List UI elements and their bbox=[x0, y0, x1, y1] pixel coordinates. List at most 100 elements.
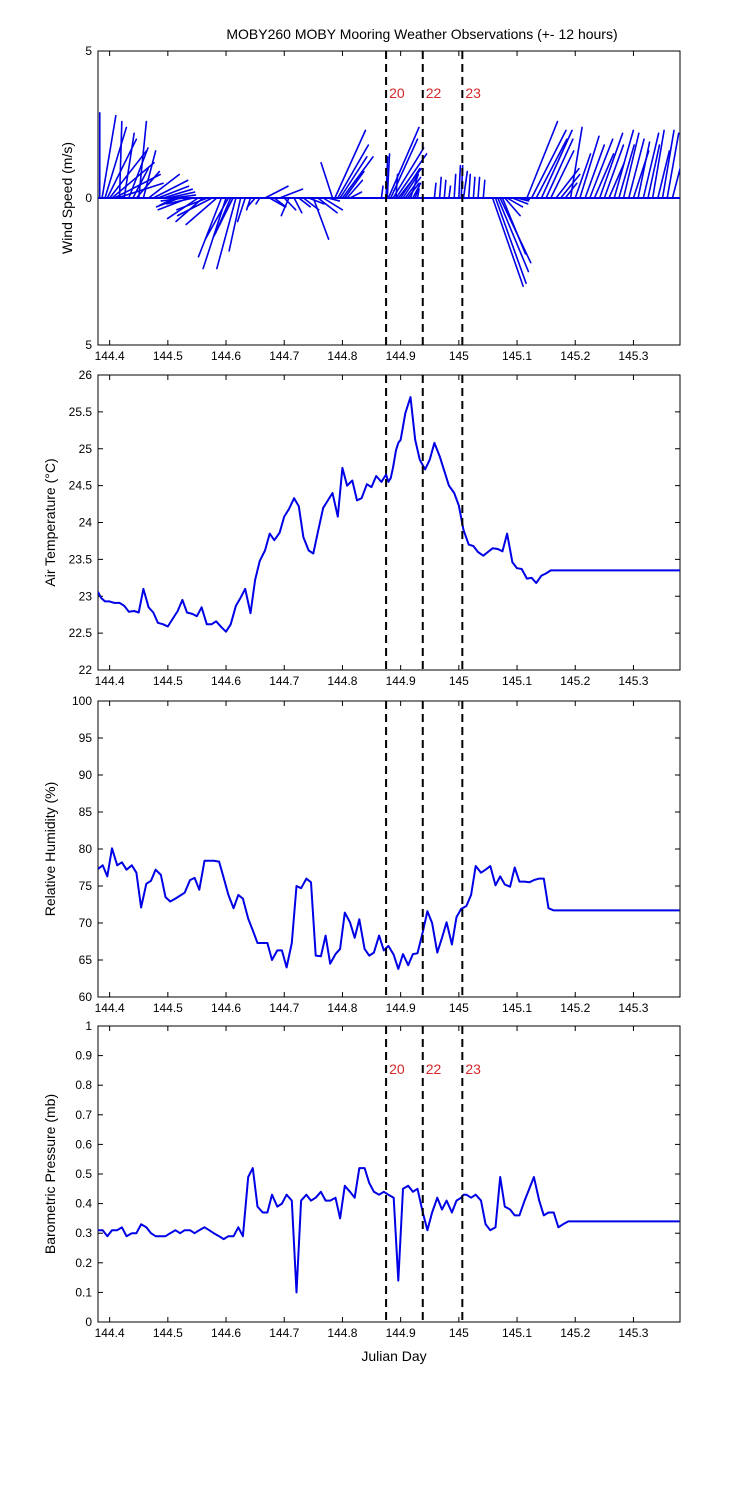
x-tick-label: 144.9 bbox=[386, 349, 416, 363]
wind-vector bbox=[637, 141, 651, 199]
x-tick-label: 144.7 bbox=[269, 349, 299, 363]
y-tick-label: 23 bbox=[79, 589, 93, 603]
wind-vector bbox=[399, 167, 421, 199]
data-layer bbox=[98, 111, 680, 288]
wind-vector bbox=[213, 197, 234, 238]
wind-vector bbox=[443, 179, 447, 199]
wind-vector bbox=[118, 120, 123, 199]
event-marker-label: 20 bbox=[389, 85, 405, 101]
x-tick-label: 144.7 bbox=[269, 1326, 299, 1340]
wind-vector bbox=[622, 132, 640, 199]
wind-vector bbox=[293, 197, 303, 214]
chart-panel-2: 144.4 144.5 144.6 144.7 144.8 144.9 145 145.1 14… bbox=[42, 368, 681, 688]
y-tick-label: 65 bbox=[79, 953, 93, 967]
wind-vector bbox=[157, 185, 190, 199]
wind-vector bbox=[346, 179, 364, 199]
plot-frame bbox=[97, 374, 681, 671]
wind-vector bbox=[152, 179, 189, 199]
x-tick-label: 145.1 bbox=[502, 1001, 532, 1015]
wind-vector bbox=[491, 197, 524, 288]
wind-vector bbox=[579, 135, 600, 199]
data-layer bbox=[98, 396, 680, 633]
y-tick-label: 0.4 bbox=[75, 1197, 92, 1211]
y-axis-label: Relative Humidity (%) bbox=[42, 782, 58, 917]
wind-vector bbox=[245, 197, 252, 211]
wind-vector bbox=[584, 144, 606, 199]
wind-vector bbox=[264, 185, 289, 199]
y-tick-label: 22.5 bbox=[69, 626, 93, 640]
wind-vector bbox=[477, 176, 481, 199]
x-tick-label: 144.4 bbox=[95, 1326, 125, 1340]
wind-vector bbox=[569, 126, 583, 199]
x-tick-label: 145.2 bbox=[560, 1001, 590, 1015]
x-tick-label: 144.6 bbox=[211, 1001, 241, 1015]
x-tick-label: 145.1 bbox=[502, 349, 532, 363]
x-tick-label: 145.3 bbox=[618, 1326, 648, 1340]
y-axis-label: Wind Speed (m/s) bbox=[59, 142, 75, 254]
wind-vector bbox=[647, 144, 661, 199]
wind-vector bbox=[535, 138, 568, 199]
event-marker-label: 23 bbox=[465, 1061, 481, 1077]
wind-vector bbox=[228, 197, 242, 252]
event-marker-label: 22 bbox=[426, 1061, 442, 1077]
wind-vector bbox=[395, 173, 399, 199]
wind-vector bbox=[322, 197, 344, 211]
wind-vector bbox=[312, 197, 330, 240]
x-axis-label: Julian Day bbox=[361, 1348, 426, 1364]
wind-vector bbox=[462, 170, 469, 199]
wind-vector bbox=[160, 197, 185, 202]
wind-vector bbox=[494, 197, 527, 285]
wind-vector bbox=[414, 185, 420, 199]
x-tick-label: 144.8 bbox=[327, 349, 357, 363]
wind-vector bbox=[482, 179, 486, 199]
y-tick-label: 95 bbox=[79, 731, 93, 745]
wind-vector bbox=[197, 197, 223, 258]
wind-vector bbox=[530, 129, 567, 199]
x-tick-label: 145 bbox=[449, 1326, 469, 1340]
wind-vector bbox=[448, 185, 452, 199]
figure-title: MOBY260 MOBY Mooring Weather Observation… bbox=[226, 26, 617, 42]
x-tick-label: 144.6 bbox=[211, 349, 241, 363]
wind-vector bbox=[409, 173, 419, 199]
y-tick-label: 0.9 bbox=[75, 1049, 92, 1063]
wind-vector bbox=[123, 132, 135, 199]
series-line bbox=[98, 396, 680, 633]
wind-vector bbox=[549, 150, 575, 199]
wind-vector bbox=[559, 173, 581, 199]
wind-vector bbox=[385, 156, 389, 199]
x-tick-label: 144.5 bbox=[153, 1001, 183, 1015]
wind-vector bbox=[603, 144, 625, 199]
wind-vector bbox=[128, 147, 149, 199]
x-tick-label: 145 bbox=[449, 349, 469, 363]
event-marker-label: 23 bbox=[465, 85, 481, 101]
x-tick-label: 145.2 bbox=[560, 1326, 590, 1340]
wind-vector bbox=[339, 156, 368, 199]
x-tick-label: 144.6 bbox=[211, 674, 241, 688]
wind-vector bbox=[504, 197, 521, 217]
wind-vector bbox=[280, 197, 290, 217]
y-tick-label: 0.7 bbox=[75, 1108, 92, 1122]
wind-vector bbox=[402, 173, 420, 199]
wind-vector bbox=[540, 129, 573, 199]
wind-vector bbox=[389, 138, 419, 199]
y-tick-label: 0.2 bbox=[75, 1256, 92, 1270]
wind-vector bbox=[104, 126, 128, 199]
wind-vector bbox=[438, 176, 442, 199]
x-tick-label: 144.9 bbox=[386, 1001, 416, 1015]
y-tick-label: 0 bbox=[85, 191, 92, 205]
wind-vector bbox=[588, 138, 614, 199]
wind-vector bbox=[520, 197, 531, 201]
wind-vector bbox=[501, 197, 527, 255]
wind-vector bbox=[545, 138, 574, 199]
x-tick-label: 145.1 bbox=[502, 674, 532, 688]
y-axis-label: Air Temperature (°C) bbox=[42, 458, 58, 586]
wind-vector bbox=[642, 132, 660, 199]
y-tick-label: 0.1 bbox=[75, 1285, 92, 1299]
wind-vector bbox=[618, 144, 635, 199]
x-tick-label: 145.2 bbox=[560, 674, 590, 688]
wind-vector bbox=[467, 173, 472, 199]
y-tick-label: 26 bbox=[79, 368, 93, 382]
wind-vector bbox=[336, 144, 370, 199]
wind-vector bbox=[101, 114, 117, 199]
y-tick-label: 100 bbox=[72, 694, 92, 708]
